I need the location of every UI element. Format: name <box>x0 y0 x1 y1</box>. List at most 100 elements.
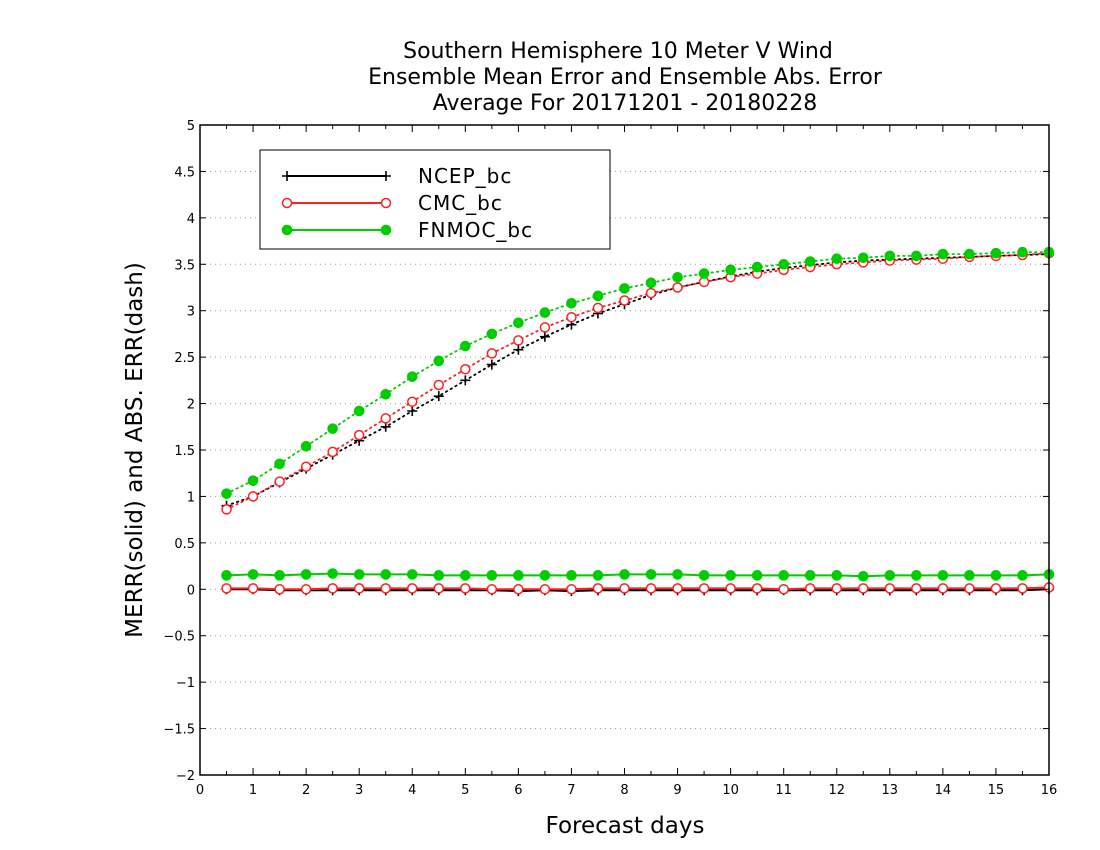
mean-err-point-cmc-bc <box>990 583 1002 594</box>
mean-err-point-cmc-bc <box>247 583 259 594</box>
mean-err-point-cmc-bc <box>884 583 896 594</box>
legend: NCEP_bc CMC_bc FNMOC_bc <box>259 149 611 250</box>
mean-err-point-fnmoc-bc <box>964 570 975 581</box>
mean-err-point-fnmoc-bc <box>592 570 604 581</box>
y-tick-label: 2.5 <box>174 351 195 366</box>
abs-err-point-ncep-bc <box>513 344 524 355</box>
x-tick-label: 0 <box>196 783 204 798</box>
mean-err-line-cmc-bc <box>226 586 1050 591</box>
abs-err-point-fnmoc-bc <box>300 440 312 452</box>
abs-err-point-cmc-bc <box>221 504 232 515</box>
y-tick-label: 0 <box>187 583 195 598</box>
mean-err-point-fnmoc-bc <box>778 570 789 581</box>
abs-err-point-cmc-bc <box>592 302 604 314</box>
abs-err-point-fnmoc-bc <box>460 340 471 352</box>
series-fnmoc-bc <box>221 246 1055 582</box>
abs-err-point-fnmoc-bc <box>221 488 232 499</box>
legend-marker-cmc-bc <box>281 197 293 209</box>
abs-err-point-fnmoc-bc <box>566 297 577 309</box>
mean-err-point-cmc-bc <box>513 584 524 595</box>
x-tick-label: 7 <box>567 783 575 798</box>
abs-err-point-cmc-bc <box>645 287 657 299</box>
mean-err-point-fnmoc-bc <box>937 570 949 581</box>
mean-err-point-cmc-bc <box>566 584 577 595</box>
mean-err-point-cmc-bc <box>645 583 657 594</box>
abs-err-point-cmc-bc <box>353 429 365 441</box>
mean-err-point-fnmoc-bc <box>300 569 312 580</box>
mean-err-point-fnmoc-bc <box>645 569 657 580</box>
mean-err-point-fnmoc-bc <box>513 570 524 581</box>
mean-err-point-cmc-bc <box>353 583 365 594</box>
y-tick-label: 1 <box>187 490 195 505</box>
x-tick-label: 1 <box>249 783 257 798</box>
abs-err-point-fnmoc-bc <box>380 388 392 400</box>
abs-err-point-fnmoc-bc <box>645 277 657 289</box>
y-tick-label: 1.5 <box>174 444 195 459</box>
abs-err-point-cmc-bc <box>274 476 285 487</box>
x-tick-label: 14 <box>935 783 952 798</box>
abs-err-point-cmc-bc <box>327 446 338 458</box>
mean-err-point-cmc-bc <box>672 583 683 594</box>
y-tick-label: 3 <box>187 305 195 320</box>
y-tick-label: 4.5 <box>174 165 195 180</box>
abs-err-point-fnmoc-bc <box>433 355 445 367</box>
mean-err-point-fnmoc-bc <box>247 569 259 580</box>
y-tick-label: 4 <box>187 212 195 227</box>
mean-err-point-fnmoc-bc <box>1017 570 1028 581</box>
abs-err-point-cmc-bc <box>380 413 391 424</box>
abs-err-point-fnmoc-bc <box>539 307 551 318</box>
mean-err-point-fnmoc-bc <box>327 568 338 579</box>
abs-err-point-cmc-bc <box>433 379 445 391</box>
mean-err-point-fnmoc-bc <box>433 570 445 581</box>
legend-marker-fnmoc-bc <box>380 224 392 236</box>
mean-err-point-cmc-bc <box>327 583 338 594</box>
abs-err-point-fnmoc-bc <box>884 250 896 262</box>
y-axis-label: MERR(solid) and ABS. ERR(dash) <box>122 262 148 638</box>
y-tick-label: 5 <box>187 119 195 134</box>
mean-err-point-cmc-bc <box>937 583 949 594</box>
abs-err-point-ncep-bc <box>486 359 497 370</box>
mean-err-point-fnmoc-bc <box>911 570 922 581</box>
mean-err-line-ncep-bc <box>226 588 1050 593</box>
abs-err-point-fnmoc-bc <box>725 264 736 276</box>
abs-err-point-fnmoc-bc <box>990 247 1002 259</box>
mean-err-point-cmc-bc <box>1017 583 1028 594</box>
x-tick-label: 15 <box>988 783 1005 798</box>
chart-title-line-1: Southern Hemisphere 10 Meter V Wind <box>403 39 833 64</box>
abs-err-point-fnmoc-bc <box>353 405 365 417</box>
x-tick-label: 4 <box>408 783 416 798</box>
x-tick-label: 16 <box>1041 783 1058 798</box>
y-tick-label: 2 <box>187 398 195 413</box>
abs-err-point-fnmoc-bc <box>513 317 524 329</box>
legend-box <box>259 149 611 250</box>
mean-err-point-cmc-bc <box>964 583 975 594</box>
mean-err-point-cmc-bc <box>804 583 816 594</box>
mean-err-point-cmc-bc <box>486 584 498 595</box>
x-tick-label: 12 <box>828 783 845 798</box>
x-tick-label: 3 <box>355 783 363 798</box>
mean-err-point-cmc-bc <box>300 584 312 595</box>
legend-label-fnmoc-bc: FNMOC_bc <box>418 218 533 242</box>
y-axis: 5 4.5 4 3.5 3 2.5 2 1.5 1 0.5 0 −0.5 −1 −1.5 −2 <box>163 119 1049 784</box>
mean-err-point-cmc-bc <box>911 583 922 594</box>
x-tick-label: 8 <box>620 783 628 798</box>
legend-marker-ncep-bc <box>381 171 391 181</box>
mean-err-point-cmc-bc <box>831 583 842 594</box>
abs-err-point-fnmoc-bc <box>672 271 683 283</box>
mean-err-point-fnmoc-bc <box>274 570 285 581</box>
abs-err-point-fnmoc-bc <box>857 252 869 264</box>
mean-err-point-cmc-bc <box>751 583 763 594</box>
abs-err-point-fnmoc-bc <box>486 328 498 340</box>
y-tick-label: −0.5 <box>163 630 195 645</box>
mean-err-point-cmc-bc <box>274 584 285 595</box>
chart-title-line-2: Ensemble Mean Error and Ensemble Abs. Er… <box>368 65 883 90</box>
mean-err-point-cmc-bc <box>778 584 789 595</box>
mean-err-point-fnmoc-bc <box>804 570 816 581</box>
abs-err-point-cmc-bc <box>486 348 498 359</box>
abs-err-point-cmc-bc <box>539 322 551 333</box>
abs-err-point-cmc-bc <box>460 363 471 375</box>
legend-label-cmc-bc: CMC_bc <box>418 191 503 215</box>
x-tick-label: 13 <box>882 783 899 798</box>
